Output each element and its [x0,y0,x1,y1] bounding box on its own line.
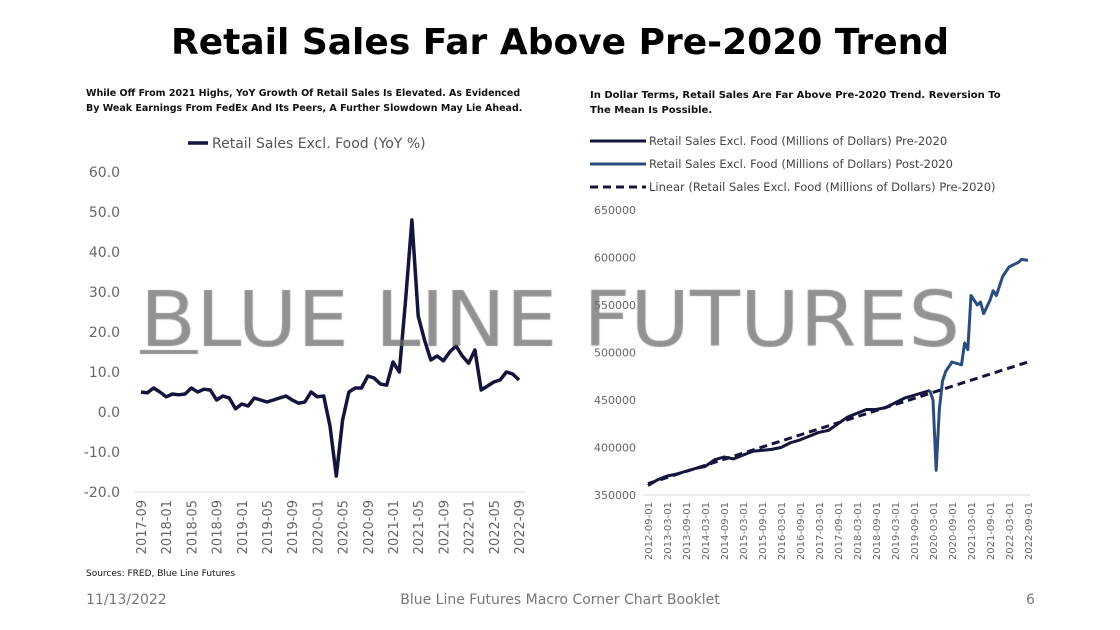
x-tick-label: 2019-09-01 [910,502,921,560]
legend-label: Retail Sales Excl. Food (Millions of Dol… [649,157,953,171]
x-tick-label: 2020-09-01 [948,502,959,560]
x-tick-label: 2020-09 [362,500,377,554]
x-tick-label: 2019-01 [236,500,251,554]
x-tick-label: 2020-05 [337,500,352,554]
x-tick-label: 2015-03-01 [739,502,750,560]
x-tick-label: 2021-09-01 [986,502,997,560]
x-tick-label: 2018-05 [185,500,200,554]
x-tick-label: 2013-09-01 [682,502,693,560]
y-tick-label: 30.0 [89,285,120,301]
x-tick-label: 2021-03-01 [967,502,978,560]
x-tick-label: 2014-09-01 [720,502,731,560]
x-tick-label: 2021-09 [437,500,452,554]
x-tick-label: 2015-09-01 [758,502,769,560]
y-tick-label: 20.0 [89,325,120,341]
legend-label: Retail Sales Excl. Food (YoY %) [212,136,426,152]
x-tick-label: 2013-03-01 [663,502,674,560]
x-tick-label: 2021-05 [412,500,427,554]
x-tick-label: 2022-01 [463,500,478,554]
y-tick-label: 40.0 [89,245,120,261]
y-tick-label: -10.0 [84,445,120,461]
x-tick-label: 2016-09-01 [796,502,807,560]
x-tick-label: 2022-03-01 [1005,502,1016,560]
y-tick-label: -20.0 [84,485,120,501]
x-tick-label: 2022-09-01 [1024,502,1035,560]
y-tick-label: 550000 [594,299,636,312]
x-tick-label: 2019-03-01 [891,502,902,560]
y-tick-label: 450000 [594,394,636,407]
x-tick-label: 2018-09-01 [872,502,883,560]
x-tick-label: 2014-03-01 [701,502,712,560]
page-number: 6 [1026,592,1035,608]
y-tick-label: 400000 [594,442,636,455]
sources-note: Sources: FRED, Blue Line Futures [86,569,236,579]
footer-date: 11/13/2022 [86,592,167,608]
x-tick-label: 2017-03-01 [815,502,826,560]
x-tick-label: 2016-03-01 [777,502,788,560]
x-tick-label: 2018-01 [160,500,175,554]
y-tick-label: 0.0 [98,405,120,421]
y-tick-label: 50.0 [89,205,120,221]
post-2020-series-line [928,257,1029,472]
x-tick-label: 2022-09 [513,500,528,554]
y-tick-label: 350000 [594,489,636,502]
yoy-series-line [140,218,521,478]
x-tick-label: 2012-09-01 [644,502,655,560]
y-tick-label: 600000 [594,252,636,265]
x-tick-label: 2017-09 [135,500,150,554]
legend-label: Retail Sales Excl. Food (Millions of Dol… [649,134,947,148]
y-tick-label: 60.0 [89,165,120,181]
x-tick-label: 2020-01 [311,500,326,554]
x-tick-label: 2017-09-01 [834,502,845,560]
linear-trend-line [647,360,1029,486]
y-tick-label: 500000 [594,347,636,360]
x-tick-label: 2018-09 [211,500,226,554]
legend-label: Linear (Retail Sales Excl. Food (Million… [649,180,996,194]
x-tick-label: 2022-05 [488,500,503,554]
x-tick-label: 2020-03-01 [929,502,940,560]
x-tick-label: 2019-09 [286,500,301,554]
x-tick-label: 2019-05 [261,500,276,554]
footer-title: Blue Line Futures Macro Corner Chart Boo… [400,592,720,608]
y-tick-label: 650000 [594,204,636,217]
x-tick-label: 2018-03-01 [853,502,864,560]
y-tick-label: 10.0 [89,365,120,381]
x-tick-label: 2021-01 [387,500,402,554]
